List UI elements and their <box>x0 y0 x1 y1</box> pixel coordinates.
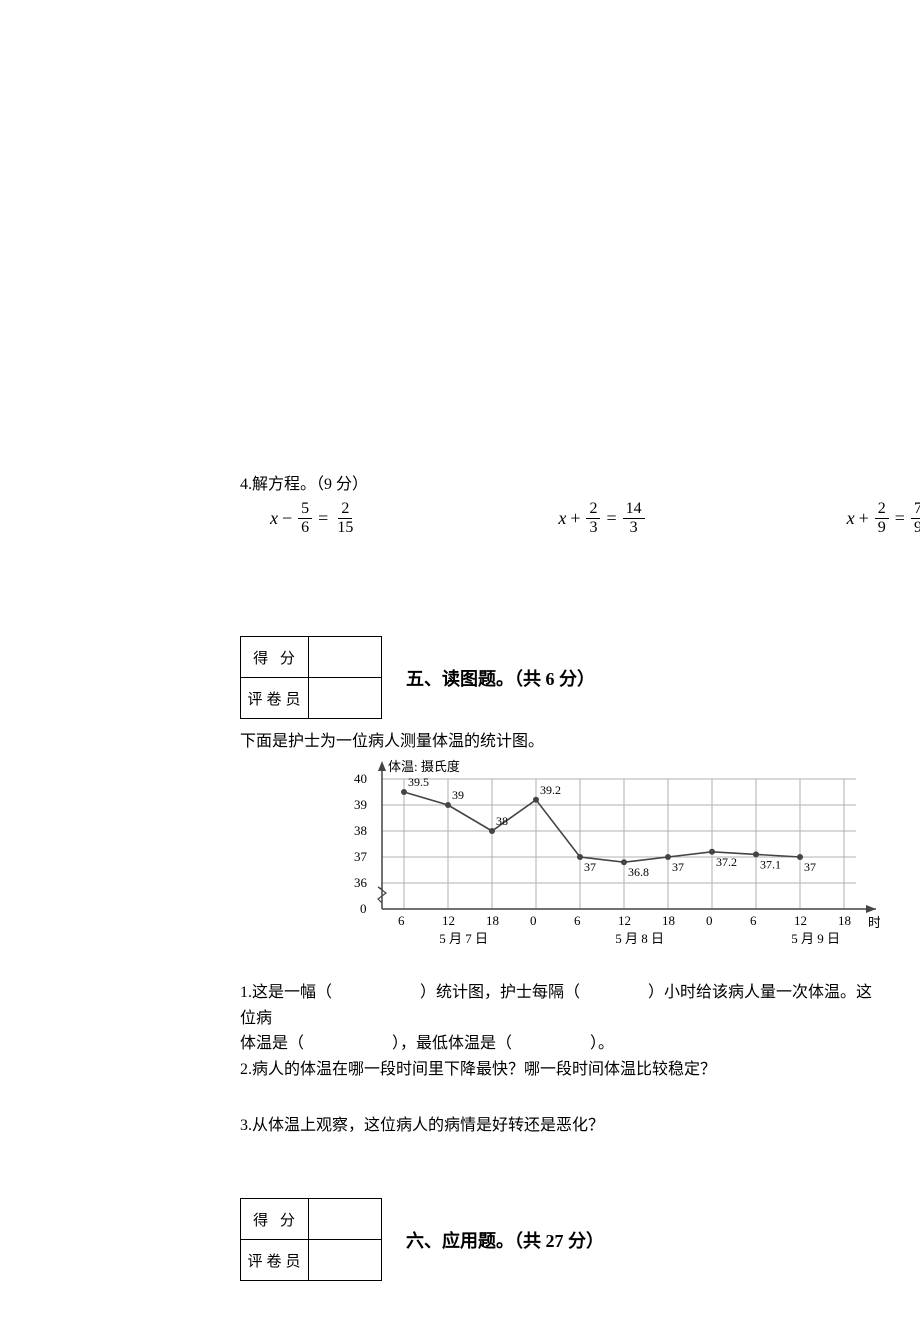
svg-text:36.8: 36.8 <box>628 865 649 879</box>
eq1-frac1: 5 6 <box>298 500 312 536</box>
q1-part-f: ）。 <box>590 1035 614 1052</box>
score-label: 得 分 <box>241 637 309 678</box>
q1-part-b: ）统计图，护士每隔（ <box>420 984 580 1001</box>
eq3-f1-den: 9 <box>875 519 889 537</box>
svg-text:18: 18 <box>662 913 675 928</box>
eq3-f2-den: 9 <box>911 519 920 537</box>
eq3-eq: = <box>895 508 905 529</box>
svg-text:6: 6 <box>398 913 405 928</box>
svg-text:37: 37 <box>584 860 596 874</box>
eq1-op: − <box>282 508 292 529</box>
eq3-var: x <box>847 508 855 529</box>
svg-text:37: 37 <box>804 860 816 874</box>
section5-title: 五、读图题。（共 6 分） <box>406 665 595 691</box>
svg-text:18: 18 <box>838 913 851 928</box>
svg-text:5 月 8 日: 5 月 8 日 <box>615 931 664 946</box>
score-blank-6 <box>309 1199 382 1240</box>
eq3-f2-num: 7 <box>911 500 920 519</box>
eq1-eq: = <box>318 508 328 529</box>
section5-intro: 下面是护士为一位病人测量体温的统计图。 <box>240 727 880 751</box>
eq1-f1-num: 5 <box>298 500 312 519</box>
eq2-frac2: 14 3 <box>623 500 645 536</box>
svg-text:12: 12 <box>794 913 807 928</box>
grader-blank <box>309 678 382 719</box>
svg-text:37.1: 37.1 <box>760 858 781 872</box>
eq2-f1-den: 3 <box>586 519 600 537</box>
svg-text:37.2: 37.2 <box>716 855 737 869</box>
score-table-6: 得 分 评卷员 <box>240 1198 382 1281</box>
svg-text:38: 38 <box>354 823 367 838</box>
svg-text:37: 37 <box>672 860 684 874</box>
eq2-f2-den: 3 <box>627 519 641 537</box>
q1-part-e: ），最低体温是（ <box>392 1035 512 1052</box>
svg-text:38: 38 <box>496 814 508 828</box>
eq3-frac1: 2 9 <box>875 500 889 536</box>
q4-heading: 4.解方程。（9 分） <box>240 470 880 494</box>
score-label-6: 得 分 <box>241 1199 309 1240</box>
svg-text:0: 0 <box>706 913 713 928</box>
eq2-op: + <box>570 508 580 529</box>
eq2-var: x <box>558 508 566 529</box>
eq3-op: + <box>859 508 869 529</box>
eq1-f2-den: 15 <box>334 519 356 537</box>
eq2-frac1: 2 3 <box>586 500 600 536</box>
svg-text:36: 36 <box>354 875 368 890</box>
section6-title: 六、应用题。（共 27 分） <box>406 1227 604 1253</box>
svg-text:6: 6 <box>574 913 581 928</box>
svg-text:5 月 7 日: 5 月 7 日 <box>439 931 488 946</box>
q1-part-a: 1.这是一幅（ <box>240 984 332 1001</box>
svg-text:39.2: 39.2 <box>540 783 561 797</box>
svg-text:0: 0 <box>360 901 367 916</box>
svg-text:时间: 时间 <box>868 915 880 930</box>
svg-text:12: 12 <box>618 913 631 928</box>
section5-q2: 2.病人的体温在哪一段时间里下降最快？哪一段时间体温比较稳定？ <box>240 1057 880 1083</box>
svg-text:0: 0 <box>530 913 537 928</box>
grader-label: 评卷员 <box>241 678 309 719</box>
section5-q3: 3.从体温上观察，这位病人的病情是好转还是恶化？ <box>240 1113 880 1139</box>
eq2-f2-num: 14 <box>623 500 645 519</box>
svg-text:体温: 摄氏度: 体温: 摄氏度 <box>388 759 460 774</box>
svg-text:12: 12 <box>442 913 455 928</box>
score-table-5: 得 分 评卷员 <box>240 636 382 719</box>
eq1-f1-den: 6 <box>298 519 312 537</box>
eq1-f2-num: 2 <box>338 500 352 519</box>
eq1-frac2: 2 15 <box>334 500 356 536</box>
eq1-var: x <box>270 508 278 529</box>
equation-3: x + 2 9 = 7 9 <box>847 500 920 536</box>
eq3-f1-num: 2 <box>875 500 889 519</box>
svg-text:39: 39 <box>452 788 464 802</box>
svg-text:40: 40 <box>354 771 367 786</box>
section5-header-row: 得 分 评卷员 五、读图题。（共 6 分） <box>240 636 880 719</box>
equation-1: x − 5 6 = 2 15 <box>270 500 358 536</box>
section6-header-row: 得 分 评卷员 六、应用题。（共 27 分） <box>240 1198 880 1281</box>
temperature-chart: 0 36 37 38 39 40 体温: 摄氏度时间 6 12 18 0 6 12 18 0 6 12 18 5 月… <box>320 759 880 974</box>
equation-2: x + 2 3 = 14 3 <box>558 500 646 536</box>
grader-label-6: 评卷员 <box>241 1240 309 1281</box>
svg-text:39.5: 39.5 <box>408 775 429 789</box>
equations-row: x − 5 6 = 2 15 x + 2 3 = 14 3 <box>270 500 880 536</box>
svg-text:18: 18 <box>486 913 499 928</box>
svg-text:5 月 9 日: 5 月 9 日 <box>791 931 840 946</box>
q1-part-d: 体温是（ <box>240 1035 304 1052</box>
eq2-eq: = <box>606 508 616 529</box>
svg-text:39: 39 <box>354 797 367 812</box>
eq2-f1-num: 2 <box>586 500 600 519</box>
svg-text:37: 37 <box>354 849 368 864</box>
section5-q1: 1.这是一幅（ ）统计图，护士每隔（ ）小时给该病人量一次体温。这位病 体温是（… <box>240 980 880 1057</box>
svg-text:6: 6 <box>750 913 757 928</box>
eq3-frac2: 7 9 <box>911 500 920 536</box>
grader-blank-6 <box>309 1240 382 1281</box>
score-blank <box>309 637 382 678</box>
